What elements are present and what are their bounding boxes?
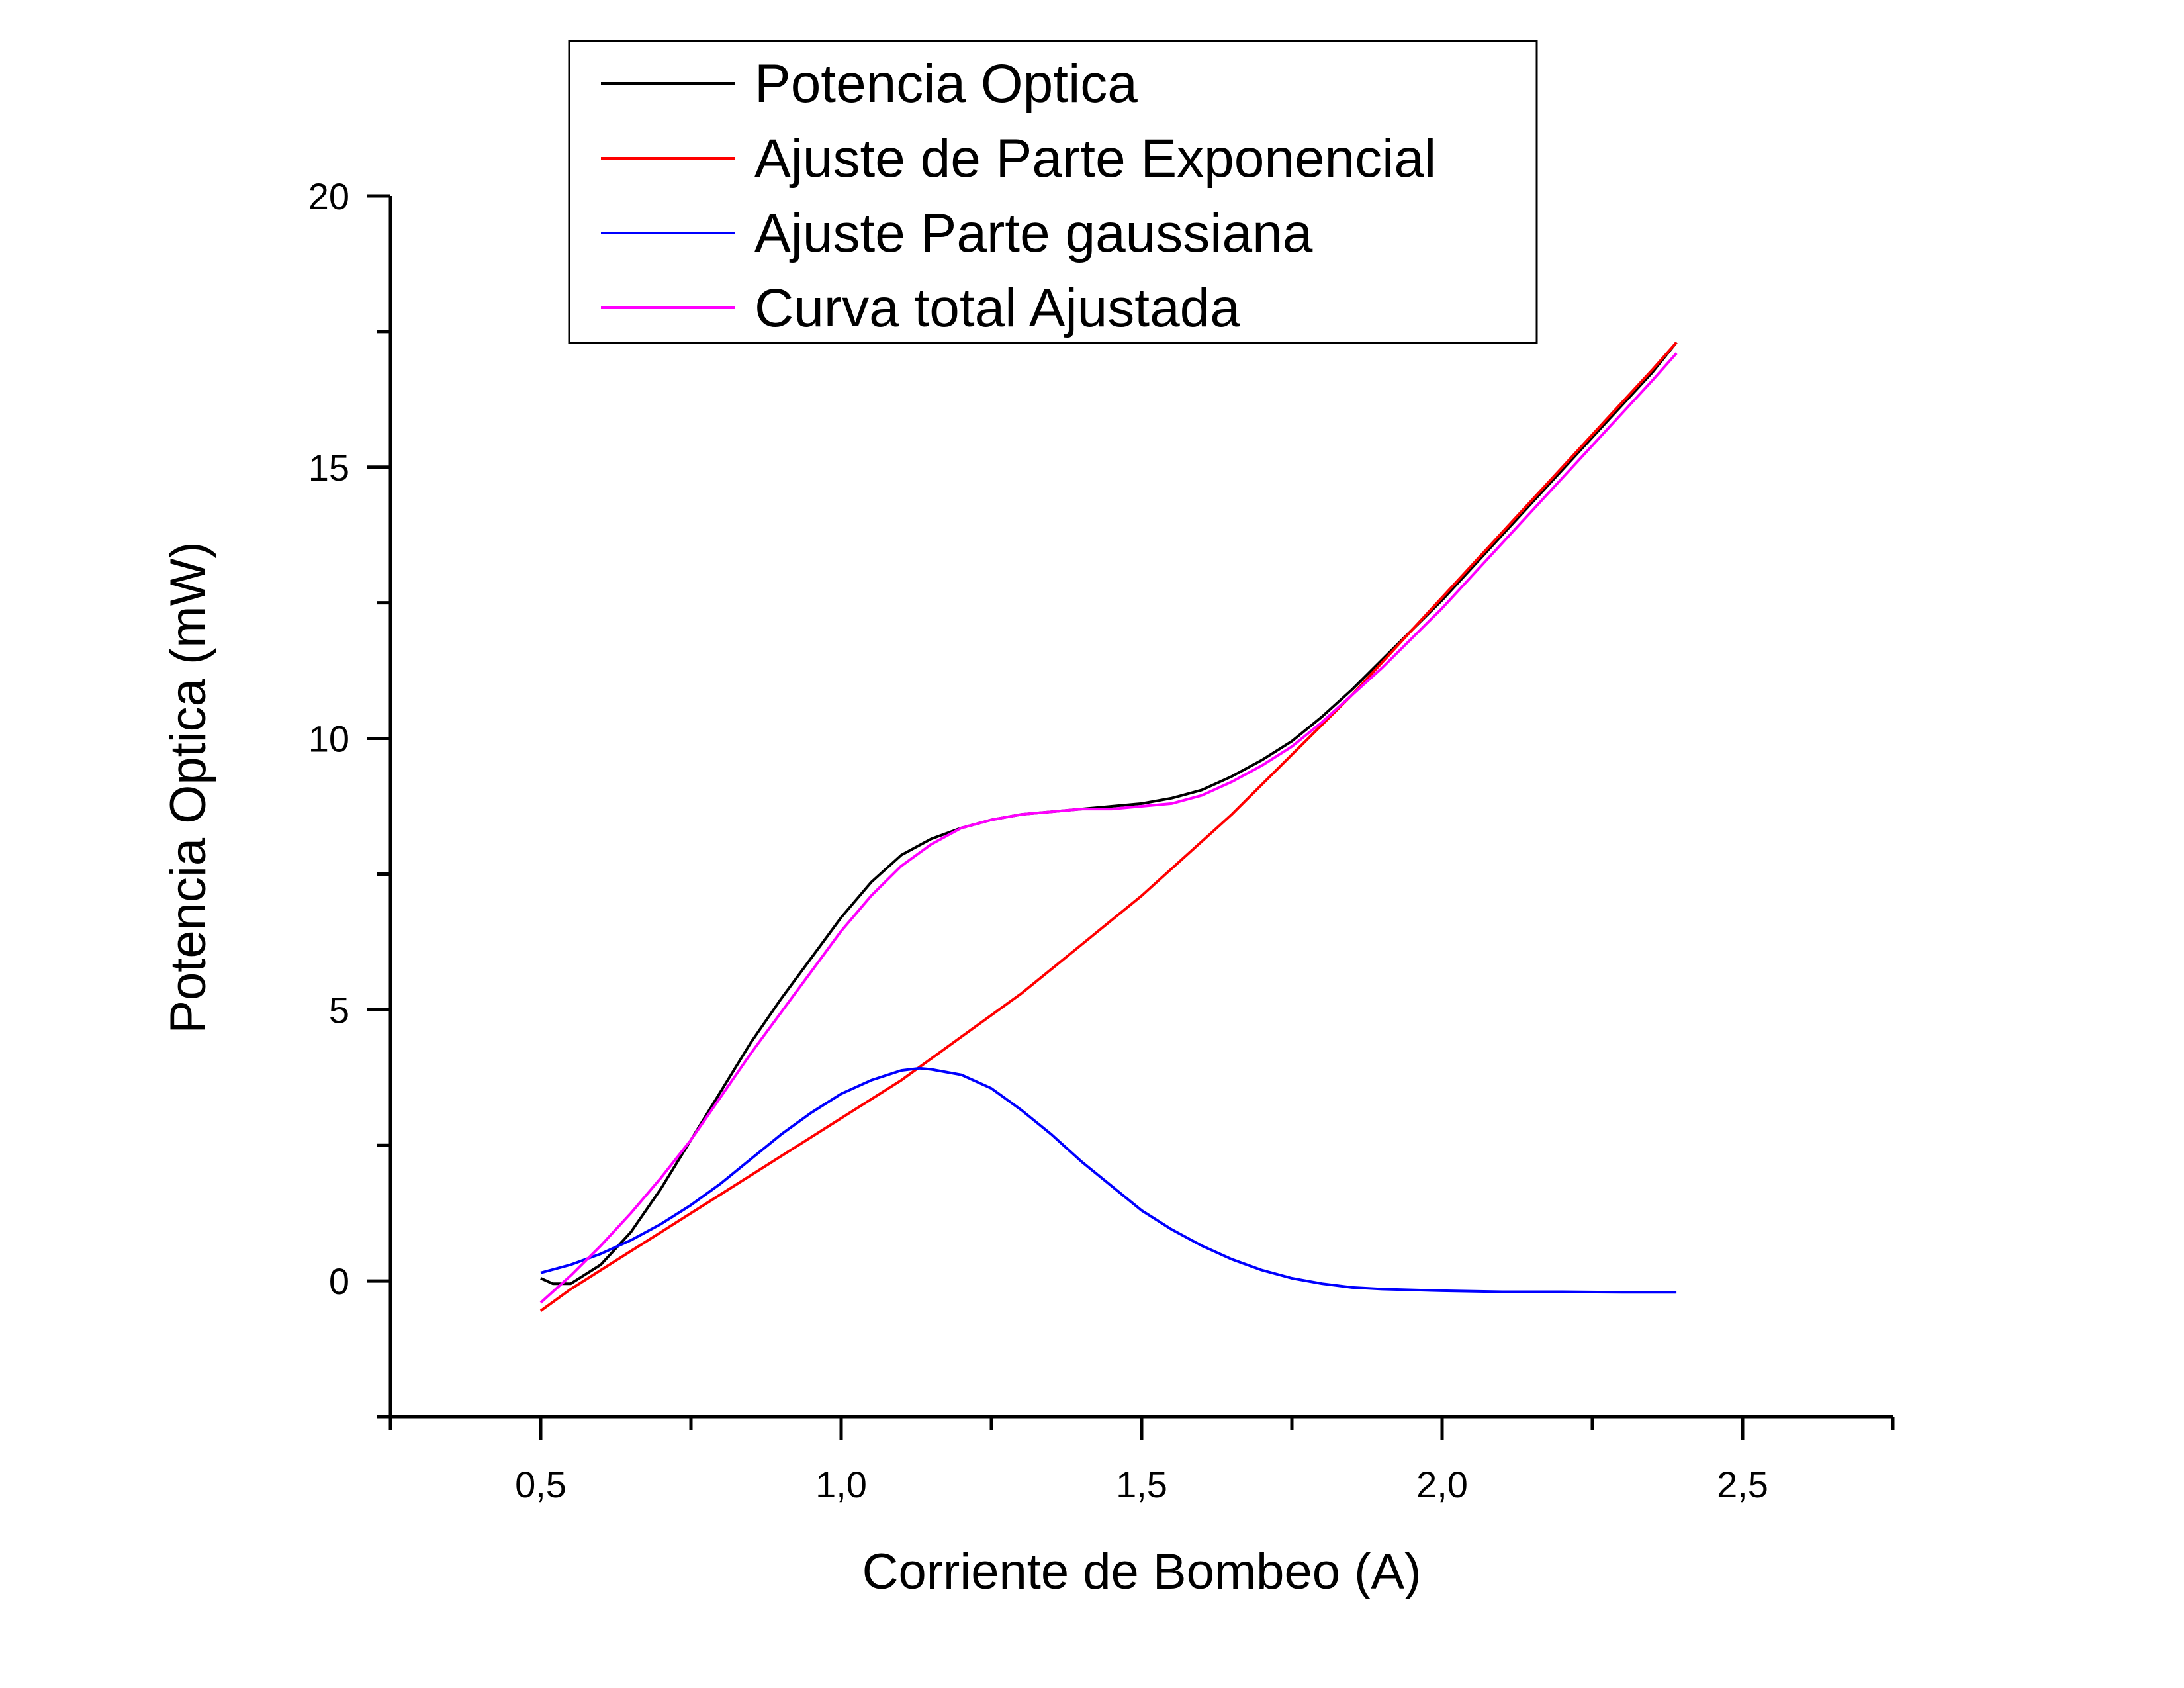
x-axis-title: Corriente de Bombeo (A) (862, 1544, 1422, 1600)
plot-curves (539, 341, 1678, 1312)
y-tick-label: 15 (308, 447, 349, 489)
y-tick-label: 20 (308, 175, 349, 217)
x-tick-label: 1,5 (1116, 1464, 1167, 1505)
legend-label-ajuste-parte-gaussiana: Ajuste Parte gaussiana (754, 203, 1313, 263)
x-tick-label: 2,0 (1416, 1464, 1468, 1505)
y-axis-title: Potencia Optica (mW) (160, 541, 216, 1033)
x-tick-label: 1,0 (815, 1464, 867, 1505)
legend-label-potencia-optica: Potencia Optica (754, 54, 1138, 114)
y-tick-label: 10 (308, 718, 349, 760)
x-tick-label: 2,5 (1717, 1464, 1768, 1505)
series-line-potencia-optica (540, 342, 1678, 1286)
legend-label-curva-total-ajustada: Curva total Ajustada (754, 278, 1240, 338)
series-line-ajuste-de-parte-exponencial (539, 341, 1678, 1312)
legend: Potencia Optica Ajuste de Parte Exponenci… (568, 40, 1538, 344)
x-tick-label: 0,5 (515, 1464, 567, 1505)
legend-box (568, 40, 1538, 344)
ticks (367, 194, 1895, 1440)
y-tick-label: 0 (329, 1260, 349, 1302)
series-line-ajuste-parte-gaussiana (540, 1066, 1677, 1294)
y-tick-label: 5 (329, 989, 349, 1031)
series-line-curva-total-ajustada (539, 352, 1678, 1304)
legend-label-ajuste-de-parte-exponencial: Ajuste de Parte Exponencial (754, 128, 1436, 189)
tick-labels: 0,5 1,0 1,5 2,0 2,5 0 5 10 15 20 (308, 175, 1768, 1505)
